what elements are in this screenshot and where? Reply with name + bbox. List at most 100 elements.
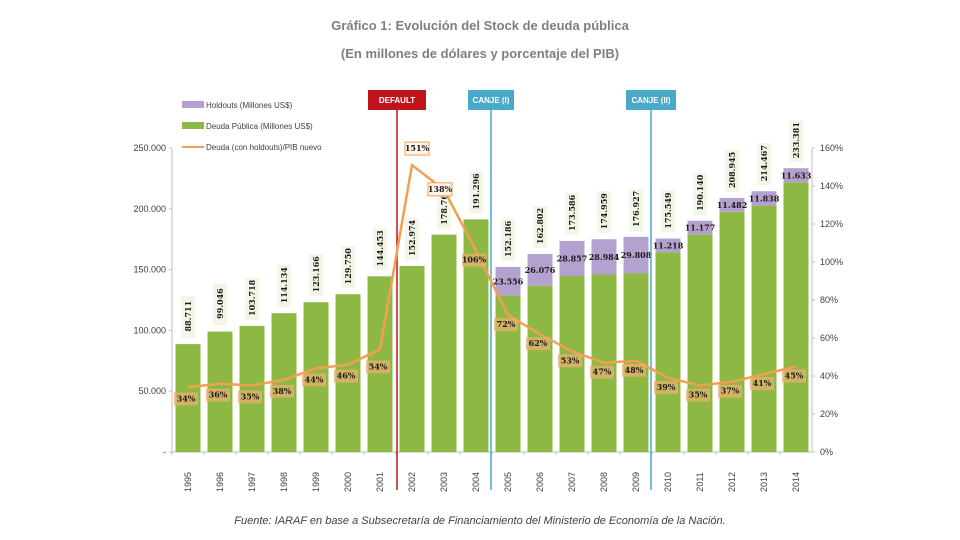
pct-label: 54% — [369, 361, 388, 371]
bar-deuda-publica — [687, 234, 713, 452]
pct-label: 62% — [529, 338, 548, 348]
pct-label-bg — [750, 377, 774, 391]
x-tick-label: 2004 — [471, 472, 481, 492]
total-label-bg — [789, 120, 803, 163]
total-label-bg — [629, 188, 643, 231]
total-label: 233.381 — [791, 122, 801, 158]
legend-swatch — [182, 101, 204, 108]
legend-label: Deuda Pública (Millones US$) — [206, 122, 313, 131]
pct-label-bg — [270, 384, 294, 398]
pct-label-bg — [782, 369, 806, 383]
bar-holdouts — [559, 240, 585, 277]
bar-holdouts — [495, 266, 521, 296]
annotation-label: CANJE (I) — [473, 96, 510, 105]
total-label-bg — [309, 254, 323, 297]
holdouts-label: 11.177 — [685, 223, 716, 233]
bar-holdouts — [623, 236, 649, 274]
bar-deuda-publica — [719, 211, 745, 452]
total-label: 175.549 — [663, 192, 673, 229]
total-label-bg — [501, 218, 515, 261]
pct-label-bg — [366, 360, 390, 374]
total-label-bg — [277, 265, 291, 308]
bar-holdouts — [527, 254, 553, 286]
total-label: 174.959 — [599, 193, 609, 230]
x-tick-label: 2010 — [663, 472, 673, 492]
right-axis-tick-label: 100% — [820, 257, 843, 267]
bar-holdouts — [719, 197, 745, 212]
pct-label: 47% — [593, 367, 612, 377]
pct-label-bg — [654, 380, 678, 394]
bar-deuda-publica — [431, 234, 457, 452]
total-label-bg — [469, 171, 483, 214]
pct-label-bg — [174, 392, 198, 406]
pct-label: 48% — [625, 365, 644, 375]
pct-label: 106% — [462, 255, 487, 265]
pct-label: 35% — [689, 390, 708, 400]
pct-label: 44% — [305, 374, 324, 384]
total-label: 214.467 — [759, 145, 769, 181]
bar-deuda-publica — [783, 182, 809, 452]
bar-deuda-publica — [239, 325, 265, 452]
holdouts-label: 28.857 — [557, 253, 588, 263]
x-tick-label: 2007 — [567, 472, 577, 492]
x-tick-label: 2001 — [375, 472, 385, 492]
pct-label-bg — [238, 390, 262, 404]
x-tick-label: 2002 — [407, 472, 417, 492]
pct-label-bg — [427, 182, 453, 197]
bar-holdouts — [783, 168, 809, 183]
bar-deuda-publica — [623, 273, 649, 452]
pct-label: 138% — [428, 184, 453, 194]
pct-label-bg — [526, 337, 550, 351]
pct-label: 36% — [209, 390, 228, 400]
pct-label: 41% — [753, 378, 772, 388]
left-axis-tick-label: - — [163, 447, 166, 457]
x-tick-label: 2009 — [631, 472, 641, 492]
chart-title: Gráfico 1: Evolución del Stock de deuda … — [331, 18, 629, 33]
total-label: 176.927 — [631, 191, 641, 227]
pct-label-bg — [494, 318, 518, 332]
pct-label: 151% — [405, 143, 430, 153]
total-label-bg — [181, 296, 195, 339]
annotation-label: DEFAULT — [379, 96, 415, 105]
pct-label: 46% — [337, 371, 356, 381]
pct-label: 35% — [241, 392, 260, 402]
total-label-bg — [693, 172, 707, 215]
holdouts-label: 28.984 — [589, 252, 620, 262]
bar-holdouts — [655, 238, 681, 253]
total-label: 88.711 — [183, 301, 193, 332]
pct-label-bg — [686, 388, 710, 402]
pct-label: 39% — [657, 382, 676, 392]
holdouts-label: 11.838 — [749, 193, 780, 203]
left-axis-tick-label: 150.000 — [133, 265, 166, 275]
bar-deuda-publica — [751, 205, 777, 452]
bar-deuda-publica — [271, 313, 297, 452]
total-label: 152.186 — [503, 220, 513, 257]
x-tick-label: 2006 — [535, 472, 545, 492]
total-label: 178.768 — [439, 188, 449, 225]
ratio-line — [187, 162, 797, 389]
bar-deuda-publica — [655, 252, 681, 452]
total-label: 162.802 — [535, 208, 545, 244]
x-tick-label: 2003 — [439, 472, 449, 492]
x-tick-label: 2013 — [759, 472, 769, 492]
total-label-bg — [661, 190, 675, 233]
total-label-bg — [245, 277, 259, 320]
left-axis-tick-label: 100.000 — [133, 325, 166, 335]
total-label-bg — [757, 143, 771, 186]
total-label-bg — [373, 228, 387, 271]
annotation-label: CANJE (II) — [631, 96, 670, 105]
annotation-box — [626, 90, 676, 110]
holdouts-label: 11.482 — [717, 200, 748, 210]
total-label: 191.296 — [471, 173, 481, 210]
legend-swatch — [182, 122, 204, 129]
total-label: 99.046 — [215, 288, 225, 319]
right-axis-tick-label: 120% — [820, 219, 843, 229]
total-label: 129.750 — [343, 248, 353, 285]
bar-deuda-publica — [399, 265, 425, 452]
right-axis-tick-label: 160% — [820, 143, 843, 153]
pct-label-bg — [622, 363, 646, 377]
total-label-bg — [405, 217, 419, 260]
x-tick-label: 2011 — [695, 472, 705, 491]
pct-label: 72% — [497, 319, 516, 329]
